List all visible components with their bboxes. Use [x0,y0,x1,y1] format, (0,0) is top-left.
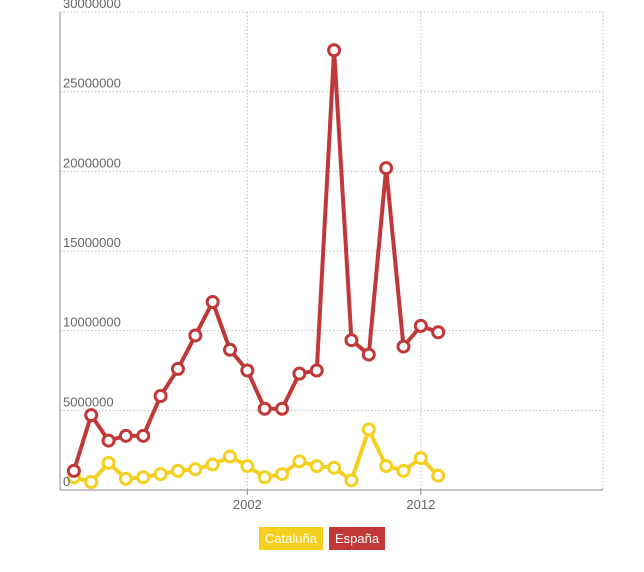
data-point [413,451,428,466]
data-point [136,428,151,443]
data-point [292,454,307,469]
data-point [170,361,185,376]
data-point [327,460,342,475]
grid [60,11,604,490]
data-point [309,459,324,474]
data-point [344,333,359,348]
data-point [257,470,272,485]
data-point [101,433,116,448]
data-point [240,363,255,378]
data-point [153,467,168,482]
tick-labels: 0 5000000 10000000 15000000 20000000 25000000… [63,0,435,512]
data-point [188,328,203,343]
data-point [66,463,81,478]
data-point [223,449,238,464]
data-point [431,468,446,483]
data-point [379,161,394,176]
data-point [327,43,342,58]
data-point [84,475,99,490]
data-point [361,347,376,362]
data-point [205,294,220,309]
series-line-0 [71,427,441,485]
data-point [275,401,290,416]
data-point [413,318,428,333]
data-point [136,470,151,485]
data-point [84,408,99,423]
data-point [170,463,185,478]
data-point [396,339,411,354]
axes [59,12,603,495]
data-point [292,366,307,381]
legend-item-cataluna[interactable]: Cataluña [258,527,323,550]
x-tick-label: 2002 [233,497,262,512]
data-point [118,471,133,486]
data-point [396,463,411,478]
data-point [188,462,203,477]
data-point [344,473,359,488]
data-point [240,459,255,474]
y-tick-label: 20000000 [63,155,121,170]
data-point [101,455,116,470]
data-point [257,401,272,416]
data-point [361,422,376,437]
y-tick-label: 25000000 [63,76,121,91]
y-tick-label: 15000000 [63,235,121,250]
data-point [431,325,446,340]
legend: Cataluña España [0,527,644,550]
data-point [275,467,290,482]
series-group [66,43,446,490]
data-point [223,342,238,357]
series-line-1 [71,48,441,473]
data-point [205,457,220,472]
data-point [118,428,133,443]
y-tick-label: 10000000 [63,315,121,330]
legend-item-espana[interactable]: España [328,527,386,550]
data-point [153,388,168,403]
data-point [309,363,324,378]
x-tick-label: 2012 [406,497,435,512]
data-point [379,459,394,474]
y-tick-label: 30000000 [63,0,121,11]
y-tick-label: 0 [63,474,70,489]
y-tick-label: 5000000 [63,394,114,409]
line-chart: 0 5000000 10000000 15000000 20000000 25000000… [59,0,604,512]
